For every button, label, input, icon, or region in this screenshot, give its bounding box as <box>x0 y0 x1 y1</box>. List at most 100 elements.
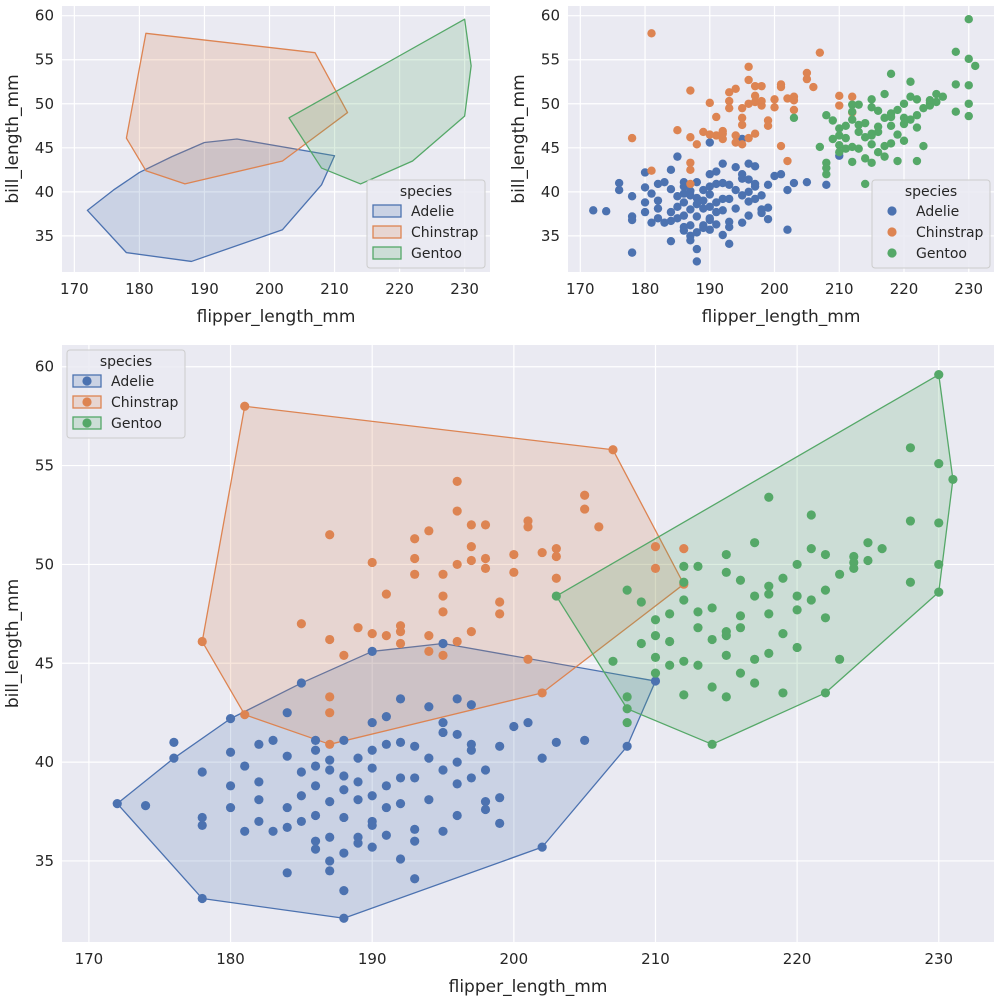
point-chinstrap <box>495 609 505 619</box>
point-adelie <box>197 893 207 904</box>
y-axis-label: bill_length_mm <box>509 74 529 203</box>
point-adelie <box>169 737 179 747</box>
point-adelie <box>673 202 682 212</box>
x-tick-label: 230 <box>954 280 983 298</box>
y-tick-label: 50 <box>35 95 54 113</box>
point-chinstrap <box>424 630 434 641</box>
point-adelie <box>699 185 708 195</box>
x-tick-label: 210 <box>641 950 670 968</box>
point-gentoo <box>693 623 703 633</box>
point-gentoo <box>934 518 944 528</box>
point-chinstrap <box>480 520 491 530</box>
point-adelie <box>725 194 734 204</box>
point-adelie <box>310 810 321 821</box>
point-gentoo <box>693 561 703 572</box>
point-adelie <box>705 170 714 179</box>
point-adelie <box>699 204 708 213</box>
point-gentoo <box>906 92 915 101</box>
point-gentoo <box>820 613 831 623</box>
point-adelie <box>395 694 406 704</box>
point-adelie <box>718 194 727 204</box>
point-adelie <box>438 638 448 649</box>
point-gentoo <box>867 158 876 167</box>
point-gentoo <box>828 116 837 125</box>
point-gentoo <box>893 105 902 115</box>
point-adelie <box>282 822 292 832</box>
point-gentoo <box>636 638 646 649</box>
hull-gentoo <box>555 374 954 745</box>
y-tick-label: 50 <box>541 95 560 113</box>
point-chinstrap <box>551 544 561 554</box>
point-chinstrap <box>744 133 753 143</box>
point-gentoo <box>899 113 909 123</box>
point-adelie <box>686 205 695 214</box>
point-adelie <box>537 753 547 763</box>
point-chinstrap <box>452 559 462 570</box>
y-tick-label: 60 <box>541 7 560 25</box>
point-gentoo <box>750 538 760 548</box>
point-gentoo <box>863 538 873 548</box>
point-adelie <box>339 848 349 858</box>
point-gentoo <box>735 575 746 585</box>
point-chinstrap <box>789 96 799 105</box>
point-adelie <box>140 800 151 811</box>
point-adelie <box>381 781 391 791</box>
point-adelie <box>750 194 760 204</box>
point-adelie <box>692 244 702 254</box>
point-chinstrap <box>737 120 747 130</box>
point-adelie <box>725 180 734 190</box>
point-chinstrap <box>395 627 406 637</box>
point-gentoo <box>867 95 876 104</box>
legend-box <box>366 179 486 269</box>
point-chinstrap <box>757 81 766 91</box>
point-chinstrap <box>699 127 708 137</box>
point-gentoo <box>848 115 857 124</box>
y-tick-label: 60 <box>35 7 54 25</box>
point-adelie <box>712 207 721 217</box>
point-adelie <box>381 830 391 840</box>
point-adelie <box>268 735 278 745</box>
point-gentoo <box>679 595 689 605</box>
point-adelie <box>660 218 669 227</box>
point-adelie <box>424 702 434 712</box>
point-chinstrap <box>783 156 792 166</box>
point-gentoo <box>934 587 944 597</box>
legend: species Adelie Chinstrap Gentoo <box>366 179 486 269</box>
point-gentoo <box>906 77 915 86</box>
point-gentoo <box>835 131 844 140</box>
point-adelie <box>718 178 727 188</box>
point-adelie <box>744 197 753 206</box>
point-gentoo <box>778 629 788 639</box>
point-adelie <box>666 216 676 226</box>
point-adelie <box>640 198 650 207</box>
point-gentoo <box>873 127 883 137</box>
point-adelie <box>647 189 656 198</box>
point-gentoo <box>679 561 689 572</box>
point-adelie <box>718 159 727 168</box>
point-adelie <box>367 842 377 852</box>
point-gentoo <box>934 559 944 570</box>
point-adelie <box>783 225 792 234</box>
point-chinstrap <box>551 551 561 562</box>
point-adelie <box>712 179 721 189</box>
point-adelie <box>731 162 740 172</box>
point-chinstrap <box>551 573 561 583</box>
point-chinstrap <box>608 445 618 455</box>
x-tick-label: 180 <box>216 950 245 968</box>
point-chinstrap <box>367 557 377 568</box>
point-adelie <box>353 777 363 787</box>
point-adelie <box>580 735 590 745</box>
point-gentoo <box>905 516 916 526</box>
point-gentoo <box>886 139 896 148</box>
point-chinstrap <box>537 547 547 558</box>
point-chinstrap <box>770 103 779 112</box>
point-adelie <box>282 708 292 718</box>
point-gentoo <box>721 549 731 560</box>
point-adelie <box>282 802 292 813</box>
point-adelie <box>731 185 740 195</box>
point-adelie <box>731 204 740 213</box>
point-adelie <box>712 220 721 229</box>
point-chinstrap <box>757 96 766 106</box>
point-gentoo <box>750 591 760 601</box>
point-gentoo <box>707 682 717 692</box>
